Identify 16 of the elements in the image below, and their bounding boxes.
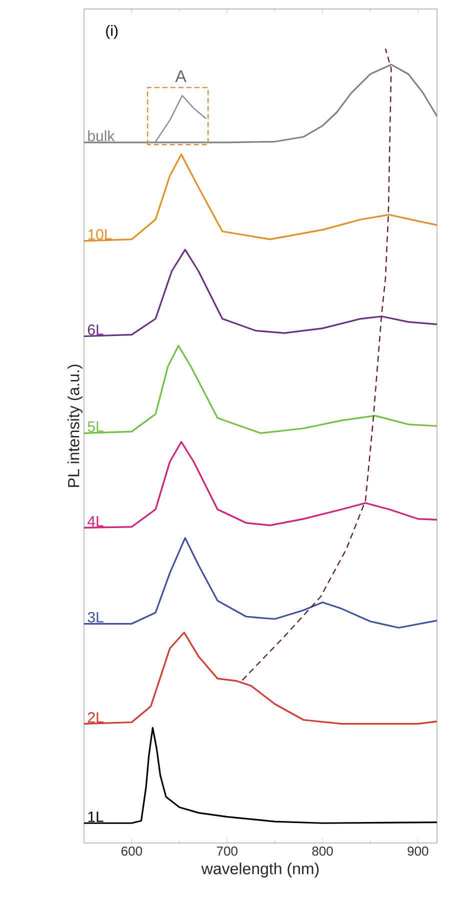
x-tick-label: 700 [216, 846, 238, 856]
series-label: 3L [88, 612, 104, 623]
series-label: 5L [88, 421, 104, 432]
x-tick-label: 600 [122, 846, 142, 856]
x-tick-label: 900 [408, 846, 428, 856]
y-axis-title: PL intensity (a.u.) [68, 364, 82, 487]
text: (i) [106, 25, 118, 40]
x-tick-label: 800 [312, 846, 333, 856]
series-label: 6L [88, 324, 104, 336]
series-label: 4L [88, 516, 104, 526]
series-label: 1L [88, 812, 104, 822]
series-label: 2L [88, 712, 104, 723]
series-label: bulk [88, 130, 115, 142]
annotation: A [175, 70, 186, 82]
x-axis-title: wavelength (nm) [201, 862, 319, 878]
series-label: 10L [88, 229, 112, 240]
